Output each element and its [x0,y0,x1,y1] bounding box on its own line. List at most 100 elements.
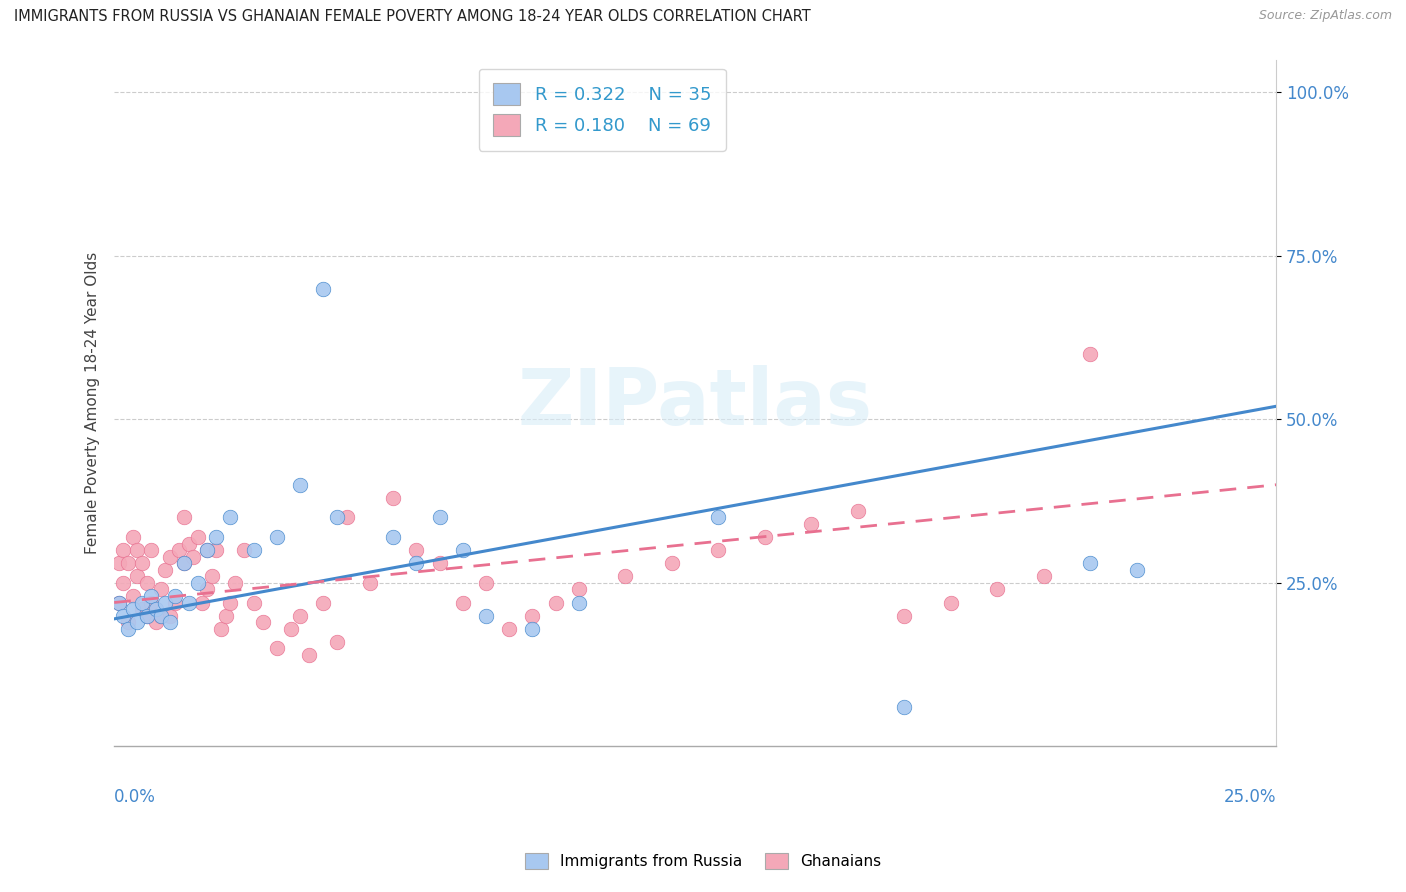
Point [163,595,186,609]
Legend: Immigrants from Russia, Ghanaians: Immigrants from Russia, Ghanaians [519,847,887,875]
Point [429,510,451,524]
Point [117,615,139,629]
Point [167,543,190,558]
Point [121,530,143,544]
Point [159,549,181,564]
Legend: R = 0.322    N = 35, R = 0.180    N = 69: R = 0.322 N = 35, R = 0.180 N = 69 [478,69,725,151]
Point [163,589,186,603]
Point [382,491,405,505]
Point [522,608,544,623]
Point [475,575,498,590]
Point [219,595,242,609]
Point [893,608,915,623]
Point [986,582,1008,597]
Point [312,281,335,295]
Point [159,608,181,623]
Point [191,595,214,609]
Point [242,543,264,558]
Point [661,556,683,570]
Point [145,602,167,616]
Text: ZIPatlas: ZIPatlas [517,365,873,441]
Point [288,608,311,623]
Point [173,556,195,570]
Point [224,575,246,590]
Text: 0.0%: 0.0% [114,788,156,805]
Point [127,569,149,583]
Point [187,575,209,590]
Point [155,563,177,577]
Point [117,622,139,636]
Point [312,595,335,609]
Point [215,608,238,623]
Point [382,530,405,544]
Point [141,595,163,609]
Point [800,516,823,531]
Point [707,543,730,558]
Point [112,608,135,623]
Point [429,556,451,570]
Point [280,622,302,636]
Point [326,634,349,648]
Point [252,615,274,629]
Text: Source: ZipAtlas.com: Source: ZipAtlas.com [1258,9,1392,22]
Point [451,543,474,558]
Point [173,510,195,524]
Point [195,543,218,558]
Point [108,556,131,570]
Point [405,556,427,570]
Point [242,595,264,609]
Point [405,543,427,558]
Point [141,543,163,558]
Point [135,608,157,623]
Point [127,615,149,629]
Point [846,504,869,518]
Text: IMMIGRANTS FROM RUSSIA VS GHANAIAN FEMALE POVERTY AMONG 18-24 YEAR OLDS CORRELAT: IMMIGRANTS FROM RUSSIA VS GHANAIAN FEMAL… [14,9,811,24]
Point [159,615,181,629]
Point [195,543,218,558]
Point [127,543,149,558]
Point [195,582,218,597]
Point [149,608,172,623]
Point [451,595,474,609]
Point [141,589,163,603]
Point [498,622,520,636]
Point [359,575,381,590]
Point [544,595,567,609]
Point [939,595,962,609]
Point [475,608,498,623]
Point [108,595,131,609]
Point [288,477,311,491]
Point [112,543,135,558]
Point [298,648,321,662]
Point [1032,569,1054,583]
Point [131,595,153,609]
Point [187,530,209,544]
Point [135,575,157,590]
Point [108,595,131,609]
Point [568,595,591,609]
Point [1078,556,1101,570]
Point [121,602,143,616]
Point [149,608,172,623]
Point [131,556,153,570]
Point [209,622,232,636]
Y-axis label: Female Poverty Among 18-24 Year Olds: Female Poverty Among 18-24 Year Olds [86,252,100,554]
Point [112,575,135,590]
Point [707,510,730,524]
Point [326,510,349,524]
Point [754,530,776,544]
Point [135,608,157,623]
Point [177,595,200,609]
Point [568,582,591,597]
Point [233,543,256,558]
Point [1125,563,1147,577]
Point [1078,347,1101,361]
Point [145,615,167,629]
Point [614,569,637,583]
Text: 25.0%: 25.0% [1223,788,1277,805]
Point [266,530,288,544]
Point [177,536,200,550]
Point [335,510,357,524]
Point [219,510,242,524]
Point [181,549,204,564]
